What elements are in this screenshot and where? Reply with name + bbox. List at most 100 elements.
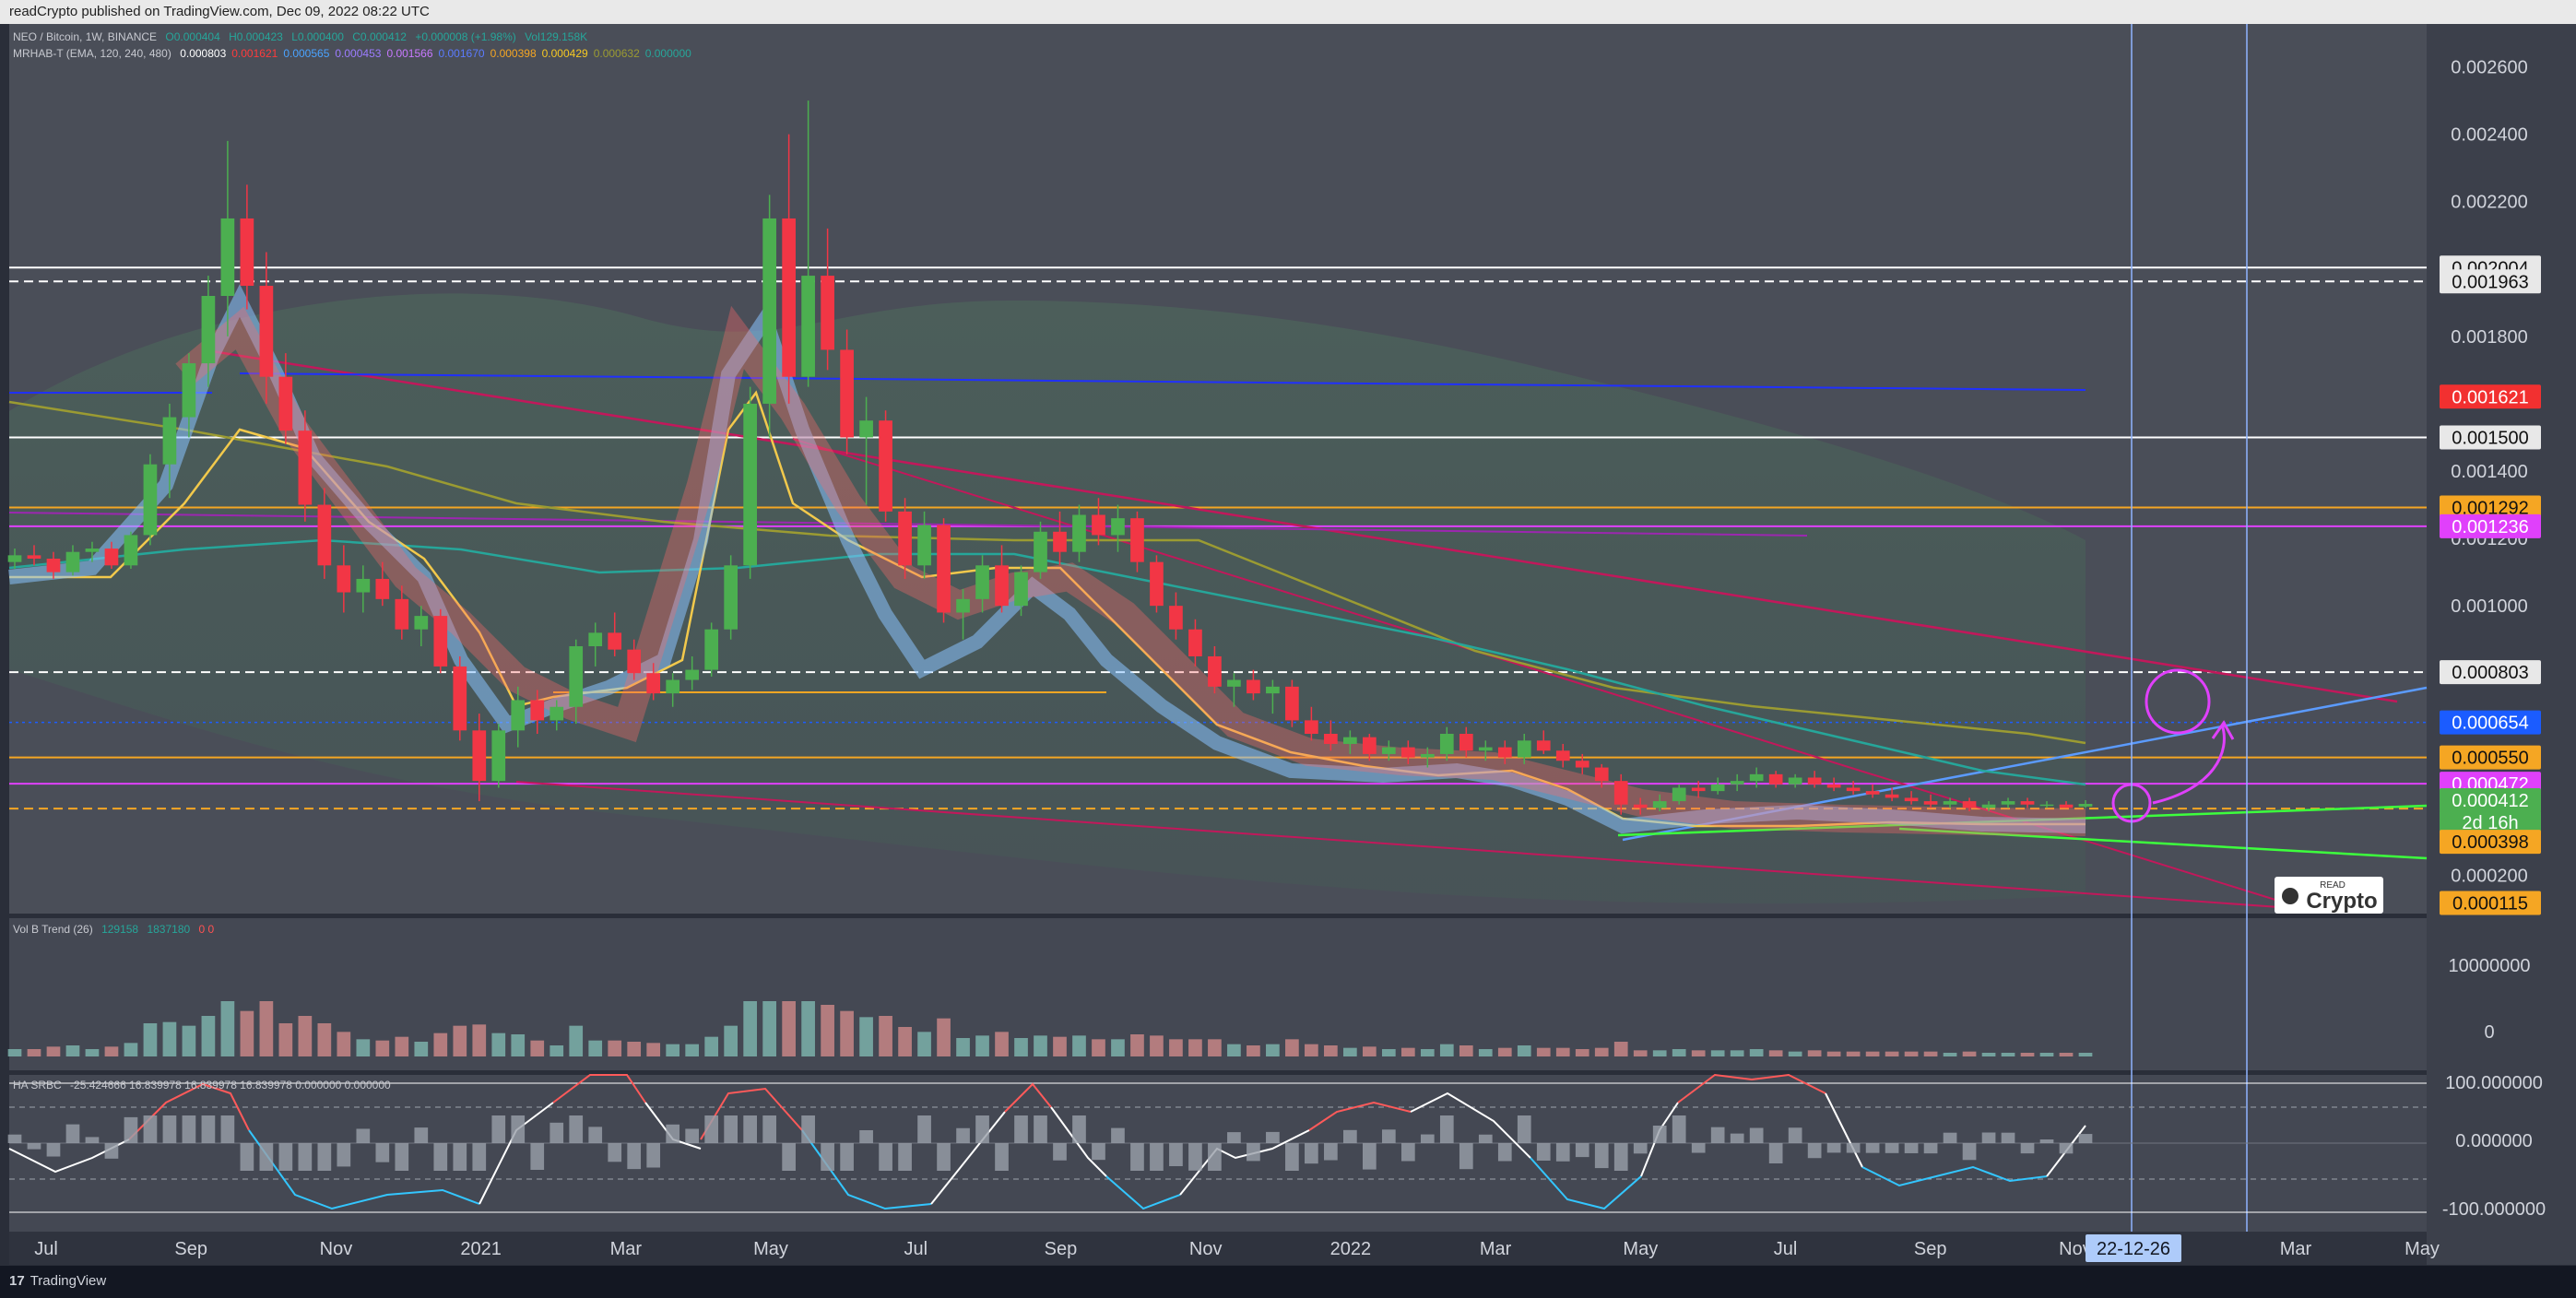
ha-bar-87: [1691, 1143, 1706, 1153]
volume-bar-39: [762, 1001, 776, 1056]
candle-body-71: [1381, 747, 1396, 754]
ha-bar-43: [840, 1143, 854, 1171]
time-label-16: May: [2405, 1239, 2440, 1259]
ha-bar-9: [182, 1115, 196, 1143]
candle-body-82: [1594, 767, 1609, 782]
ha-bar-51: [995, 1143, 1009, 1171]
indicator-legend[interactable]: MRHAB-T (EMA, 120, 240, 480) 0.000803 0.0…: [13, 47, 691, 60]
ha-bar-99: [1923, 1143, 1938, 1154]
watermark-top: READ: [2320, 880, 2346, 891]
candle-body-100: [1943, 801, 1957, 805]
volume-bar-104: [2020, 1053, 2035, 1056]
ha-bar-40: [782, 1143, 796, 1171]
volume-bar-97: [1885, 1051, 1899, 1056]
candle-body-27: [530, 700, 545, 721]
time-label-14: Nov: [2059, 1239, 2092, 1259]
ha-bar-100: [1943, 1132, 1957, 1143]
indicator-value-9: 0.000000: [644, 47, 691, 60]
time-axis-bg[interactable]: [9, 1232, 2427, 1265]
main-legend[interactable]: NEO / Bitcoin, 1W, BINANCE O0.000404 H0.…: [13, 30, 587, 43]
ha-bar-84: [1633, 1143, 1648, 1154]
indicator-value-1: 0.001621: [231, 47, 278, 60]
time-label-0: Jul: [34, 1239, 58, 1259]
legend-low: L0.000400: [291, 30, 344, 43]
chart-area[interactable]: 0.002600 0.002400 0.002200 0.001800 0.001400…: [0, 24, 2576, 1265]
price-tag-text-10: 0.000412: [2452, 791, 2528, 811]
ha-bar-58: [1130, 1143, 1144, 1171]
read-crypto-watermark: READ Crypto: [2275, 877, 2383, 914]
candle-body-104: [2020, 801, 2035, 805]
volume-bar-23: [453, 1025, 467, 1056]
price-tag-text-1: 0.001963: [2452, 272, 2528, 292]
price-tag-text-12: 0.000398: [2452, 832, 2528, 853]
volume-bar-10: [201, 1016, 216, 1056]
volume-bar-4: [85, 1049, 100, 1056]
indicator-value-5: 0.001670: [438, 47, 485, 60]
candle-body-99: [1923, 801, 1938, 805]
price-tag-text-4: 0.001292: [2452, 498, 2528, 518]
time-label-1: Sep: [174, 1239, 207, 1259]
ha-bar-104: [2020, 1143, 2035, 1154]
candle-body-17: [337, 565, 351, 593]
candle-body-105: [2039, 804, 2054, 807]
volume-bar-30: [588, 1040, 603, 1056]
time-axis[interactable]: Jul Sep Nov 2021 Mar May Jul Sep Nov 2022 Mar May Ju…: [34, 1234, 2440, 1262]
candle-body-102: [1981, 804, 1996, 808]
candle-body-44: [859, 420, 873, 438]
green-trendline-lower: [1898, 827, 2428, 860]
volume-bar-24: [472, 1024, 487, 1056]
price-axis[interactable]: 0.002600 0.002400 0.002200 0.001800 0.001400…: [2440, 58, 2546, 1220]
candle-body-89: [1730, 781, 1744, 785]
candle-body-0: [7, 555, 22, 562]
volume-bar-2: [46, 1046, 61, 1056]
red-trendline-lower: [515, 781, 2306, 910]
candle-body-79: [1536, 740, 1551, 751]
candle-body-2: [46, 559, 61, 572]
time-label-3: 2021: [460, 1239, 502, 1259]
olive-line: [8, 400, 2086, 745]
ha-bar-59: [1150, 1143, 1164, 1171]
ha-bar-27: [530, 1143, 545, 1170]
red-trendline-upper: [211, 349, 2398, 703]
chart-svg[interactable]: 0.002600 0.002400 0.002200 0.001800 0.001400…: [0, 24, 2576, 1265]
candle-body-9: [182, 363, 196, 418]
volume-legend[interactable]: Vol B Trend (26) 129158 1837180 0 0: [13, 923, 214, 936]
volume-bar-46: [898, 1027, 912, 1056]
time-label-5: May: [753, 1239, 788, 1259]
volume-bar-56: [1092, 1039, 1105, 1056]
volume-bar-9: [182, 1025, 196, 1056]
candle-body-70: [1362, 737, 1377, 754]
volume-bar-3: [65, 1045, 80, 1056]
legend-volume: Vol129.158K: [525, 30, 588, 43]
candle-body-77: [1497, 747, 1512, 758]
annotation-circle-upper[interactable]: [2145, 668, 2211, 735]
price-tag-11: [2440, 810, 2541, 834]
tradingview-logo[interactable]: 17 TradingView: [9, 1273, 106, 1289]
ha-legend[interactable]: HA SRBC -25.424666 16.839978 16.839978 1…: [13, 1079, 391, 1092]
volume-bar-19: [375, 1040, 390, 1056]
candle-body-45: [879, 420, 892, 512]
volume-bar-15: [298, 1016, 313, 1056]
ha-bar-65: [1266, 1131, 1280, 1143]
ha-bar-73: [1420, 1134, 1435, 1143]
volume-bar-31: [608, 1040, 622, 1056]
candle-body-36: [704, 629, 719, 670]
volume-bar-73: [1420, 1049, 1435, 1056]
candle-body-15: [298, 431, 313, 505]
candle-body-29: [569, 646, 584, 707]
ha-bar-21: [414, 1127, 429, 1143]
watermark-icon: [2282, 888, 2298, 904]
price-tick-0: 0.002600: [2451, 58, 2527, 78]
candle-body-60: [1169, 606, 1183, 630]
ha-bar-66: [1285, 1143, 1299, 1171]
candle-body-43: [840, 349, 854, 438]
candle-body-42: [821, 276, 834, 350]
ha-bar-19: [375, 1143, 390, 1162]
volume-bar-62: [1208, 1039, 1222, 1056]
price-axis-bg[interactable]: [2427, 24, 2576, 1265]
time-label-15: Mar: [2280, 1239, 2312, 1259]
volume-bar-60: [1169, 1039, 1183, 1056]
candle-body-88: [1710, 784, 1725, 792]
indicator-value-3: 0.000453: [335, 47, 382, 60]
candle-body-61: [1188, 629, 1202, 656]
